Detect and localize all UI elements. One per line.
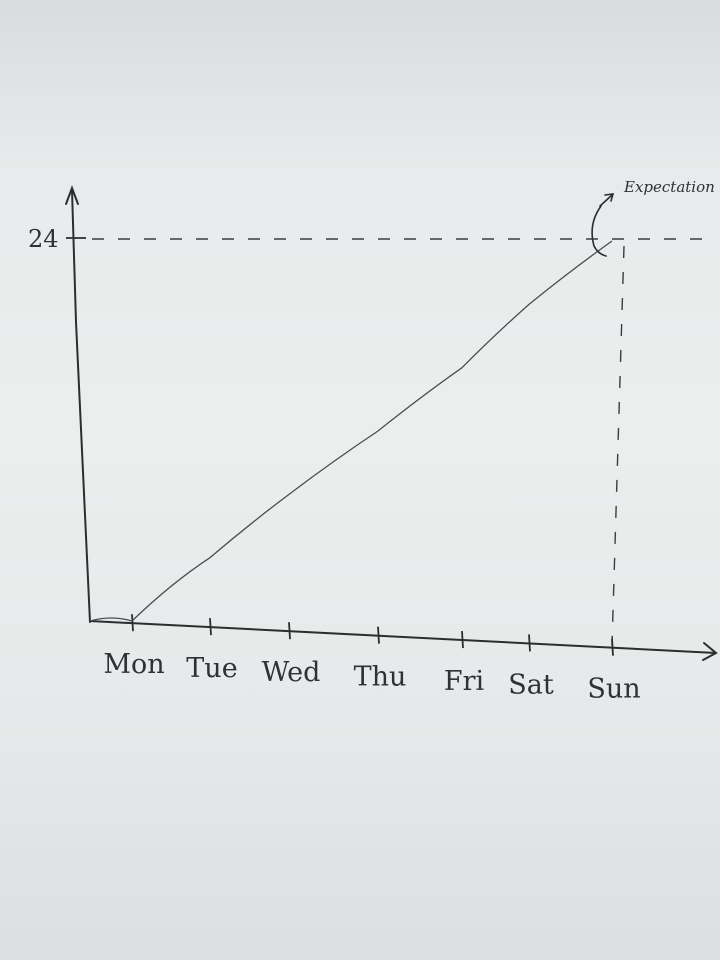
x-tick-sun: [611, 638, 614, 656]
x-tick-labels: Mon Tue Wed Thu Fri Sat Sun: [103, 649, 640, 705]
y-axis-lower: [75, 321, 91, 623]
x-tick-label-sat: Sat: [508, 669, 554, 700]
sun-reference-line: [611, 245, 625, 646]
x-tick-label-wed: Wed: [262, 657, 321, 688]
x-tick-label-thu: Thu: [354, 662, 407, 693]
x-tick-thu: [377, 626, 380, 644]
x-tick-label-fri: Fri: [444, 666, 485, 697]
x-tick-label-sun: Sun: [587, 674, 640, 705]
annotation-label: Expectation: [623, 178, 715, 196]
x-tick-sat: [528, 634, 531, 652]
y-tick-label-max: 24: [28, 225, 59, 253]
x-tick-fri: [461, 630, 464, 649]
x-axis: [89, 620, 717, 654]
annotation-callout-bracket: [591, 205, 607, 257]
x-ticks: [131, 614, 614, 656]
y-axis: [71, 189, 77, 323]
y-axis-arrowhead: [65, 185, 79, 205]
x-axis-arrowhead: [702, 642, 718, 661]
x-tick-label-tue: Tue: [186, 653, 237, 684]
x-tick-label-mon: Mon: [103, 649, 164, 680]
x-tick-mon: [131, 614, 134, 632]
x-tick-tue: [209, 618, 212, 636]
annotation-callout-hook: [599, 193, 615, 207]
series-line-expectation: [89, 240, 613, 622]
x-tick-wed: [288, 622, 291, 640]
